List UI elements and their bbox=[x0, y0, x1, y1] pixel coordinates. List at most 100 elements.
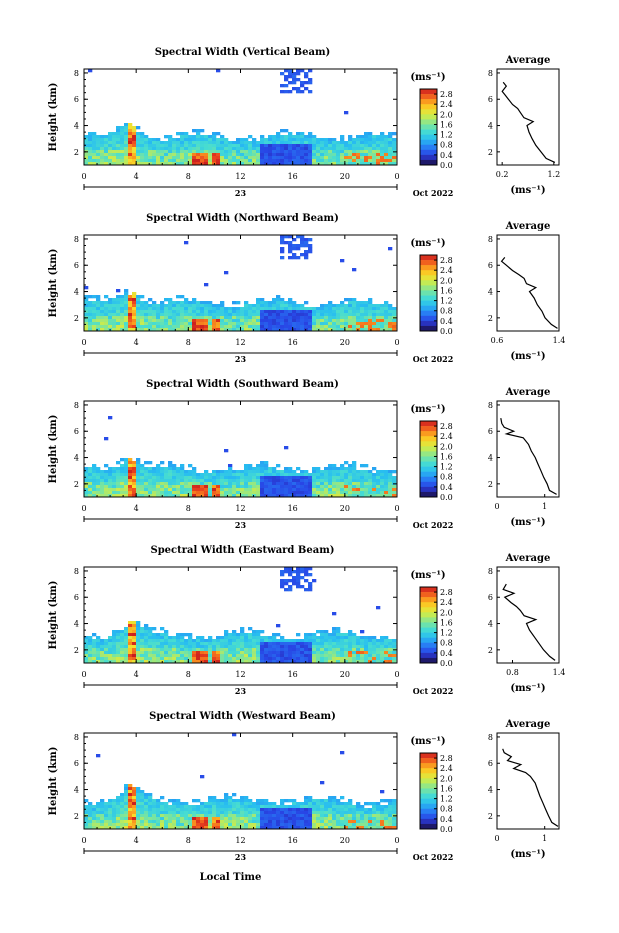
average-frame bbox=[496, 566, 560, 664]
y-axis-label: Height (km) bbox=[48, 581, 59, 650]
avg-y-tick-label: 8 bbox=[488, 401, 493, 410]
x-tick-label: 0 bbox=[394, 338, 399, 347]
date-day-label: 23 bbox=[235, 852, 247, 862]
colorbar-segment bbox=[420, 285, 437, 291]
x-tick-label: 8 bbox=[186, 338, 191, 347]
colorbar-tick-label: 1.6 bbox=[440, 120, 453, 129]
colorbar-segment bbox=[420, 315, 437, 322]
colorbar-tick-label: 0.8 bbox=[440, 473, 453, 482]
avg-x-tick-label: 1 bbox=[542, 834, 547, 843]
colorbar-segment bbox=[420, 642, 437, 649]
avg-y-tick-label: 4 bbox=[488, 620, 493, 629]
colorbar-unit: (ms⁻¹) bbox=[410, 570, 445, 581]
x-tick-label: 12 bbox=[235, 836, 245, 845]
colorbar-segment bbox=[420, 421, 437, 427]
colorbar-segment bbox=[420, 320, 437, 327]
average-frame bbox=[496, 400, 560, 498]
colorbar-segment bbox=[420, 587, 437, 593]
colorbar-tick-label: 1.6 bbox=[440, 784, 453, 793]
colorbar-unit: (ms⁻¹) bbox=[410, 238, 445, 249]
panel-3: Spectral Width (Southward Beam) 2 4 6 8 Heigh… bbox=[48, 379, 560, 530]
average-unit: (ms⁻¹) bbox=[510, 351, 545, 362]
colorbar-segment bbox=[420, 265, 437, 271]
avg-x-tick-label: 0.6 bbox=[491, 336, 504, 345]
panel-1: Spectral Width (Vertical Beam) 2 4 6 8 Height… bbox=[48, 47, 560, 198]
colorbar-segment bbox=[420, 788, 437, 794]
colorbar-tick-label: 0.4 bbox=[440, 649, 453, 658]
colorbar-tick-label: 2.4 bbox=[440, 100, 453, 109]
y-tick-label: 6 bbox=[74, 759, 79, 768]
colorbar-segment bbox=[420, 159, 437, 166]
colorbar-segment bbox=[420, 808, 437, 815]
colorbar-segment bbox=[420, 637, 437, 644]
x-tick-label: 8 bbox=[186, 172, 191, 181]
x-tick-label: 4 bbox=[134, 836, 139, 845]
colorbar-tick-label: 1.2 bbox=[440, 131, 453, 140]
y-tick-label: 4 bbox=[74, 454, 79, 463]
average-unit: (ms⁻¹) bbox=[510, 683, 545, 694]
colorbar-segment bbox=[420, 154, 437, 161]
colorbar-segment bbox=[420, 798, 437, 804]
colorbar-segment bbox=[420, 109, 437, 115]
colorbar-segment bbox=[420, 134, 437, 140]
x-tick-label: 0 bbox=[81, 670, 86, 679]
colorbar-segment bbox=[420, 99, 437, 105]
avg-y-tick-label: 8 bbox=[488, 69, 493, 78]
colorbar-tick-label: 0.0 bbox=[440, 659, 453, 668]
average-profile: Average 2 4 6 8 0.8 1.4 (ms⁻¹) bbox=[488, 553, 565, 694]
colorbar-segment bbox=[420, 310, 437, 317]
colorbar-segment bbox=[420, 823, 437, 830]
colorbar-tick-label: 2.8 bbox=[440, 256, 453, 265]
colorbar-segment bbox=[420, 426, 437, 432]
average-line bbox=[500, 417, 557, 495]
colorbar-segment bbox=[420, 300, 437, 306]
x-tick-label: 12 bbox=[235, 504, 245, 513]
colorbar-segment bbox=[420, 813, 437, 820]
avg-y-tick-label: 8 bbox=[488, 567, 493, 576]
average-profile: Average 2 4 6 8 0 1 (ms⁻¹) bbox=[488, 719, 560, 860]
colorbar-segment bbox=[420, 476, 437, 483]
colorbar-tick-label: 1.2 bbox=[440, 297, 453, 306]
colorbar-segment bbox=[420, 255, 437, 261]
date-day-label: 23 bbox=[235, 354, 247, 364]
colorbar-tick-label: 1.6 bbox=[440, 286, 453, 295]
avg-y-tick-label: 6 bbox=[488, 759, 493, 768]
y-tick-label: 2 bbox=[74, 480, 79, 489]
colorbar-segment bbox=[420, 124, 437, 130]
x-tick-label: 0 bbox=[394, 172, 399, 181]
panel-title: Spectral Width (Southward Beam) bbox=[146, 379, 339, 390]
x-tick-label: 0 bbox=[81, 172, 86, 181]
colorbar-tick-label: 1.6 bbox=[440, 452, 453, 461]
colorbar-tick-label: 0.8 bbox=[440, 307, 453, 316]
colorbar-tick-label: 0.0 bbox=[440, 825, 453, 834]
y-tick-label: 8 bbox=[74, 401, 79, 410]
colorbar-segment bbox=[420, 652, 437, 659]
colorbar-segment bbox=[420, 305, 437, 312]
average-title: Average bbox=[505, 719, 551, 730]
y-tick-label: 6 bbox=[74, 95, 79, 104]
colorbar-tick-label: 2.8 bbox=[440, 422, 453, 431]
date-day-label: 23 bbox=[235, 520, 247, 530]
y-axis-label: Height (km) bbox=[48, 249, 59, 318]
x-tick-label: 16 bbox=[288, 670, 298, 679]
colorbar-segment bbox=[420, 280, 437, 286]
colorbar-unit: (ms⁻¹) bbox=[410, 72, 445, 83]
avg-y-tick-label: 8 bbox=[488, 733, 493, 742]
x-tick-label: 0 bbox=[394, 670, 399, 679]
panel-5: Spectral Width (Westward Beam) 2 4 6 8 Height… bbox=[48, 711, 560, 862]
colorbar-segment bbox=[420, 597, 437, 603]
colorbar-segment bbox=[420, 622, 437, 628]
avg-y-tick-label: 2 bbox=[488, 148, 493, 157]
colorbar-segment bbox=[420, 436, 437, 442]
x-tick-label: 0 bbox=[394, 836, 399, 845]
y-tick-label: 4 bbox=[74, 122, 79, 131]
average-frame bbox=[496, 68, 560, 166]
y-tick-label: 8 bbox=[74, 733, 79, 742]
x-tick-label: 16 bbox=[288, 836, 298, 845]
x-tick-label: 20 bbox=[340, 504, 350, 513]
avg-y-tick-label: 4 bbox=[488, 288, 493, 297]
colorbar-segment bbox=[420, 461, 437, 467]
colorbar-segment bbox=[420, 94, 437, 100]
heatmap-cells bbox=[84, 733, 397, 830]
